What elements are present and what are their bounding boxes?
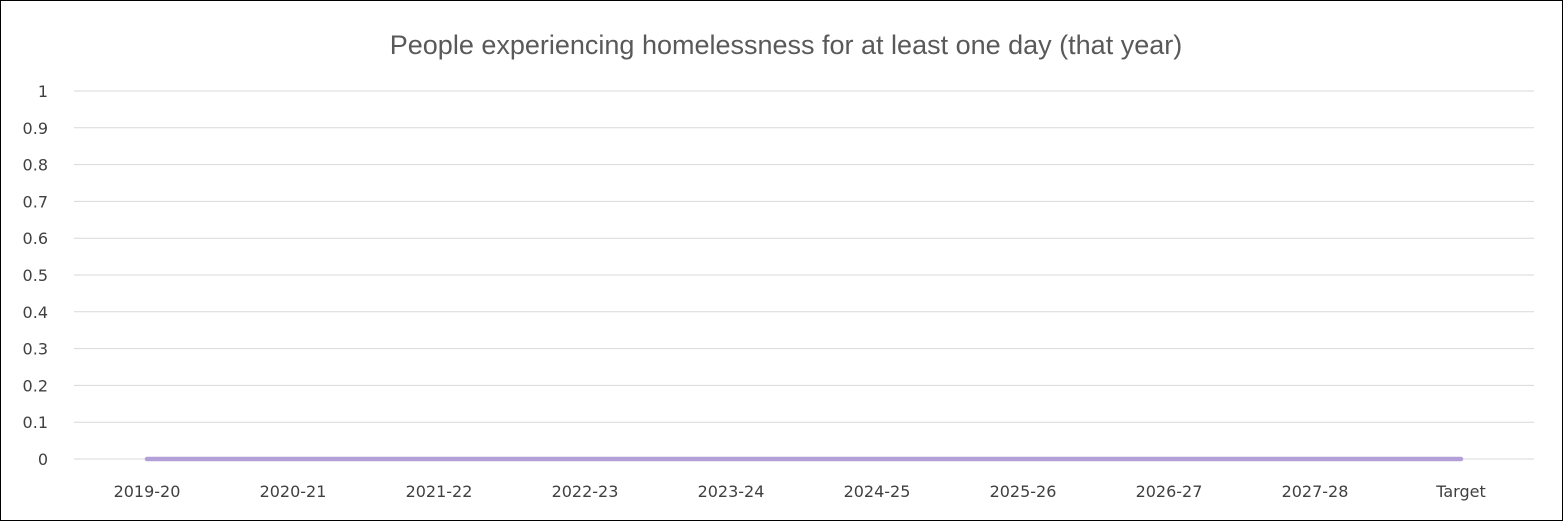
y-tick-label: 0.4 bbox=[23, 303, 48, 322]
y-tick-label: 0.1 bbox=[23, 413, 48, 432]
y-tick-label: 0 bbox=[38, 450, 48, 469]
y-tick-label: 0.7 bbox=[23, 192, 48, 211]
y-tick-label: 0.8 bbox=[23, 156, 48, 175]
gridlines bbox=[74, 90, 1534, 460]
y-tick-label: 0.5 bbox=[23, 266, 48, 285]
x-tick-label: 2025-26 bbox=[990, 482, 1057, 501]
chart-title: People experiencing homelessness for at … bbox=[390, 30, 1182, 60]
x-tick-label: 2019-20 bbox=[114, 482, 181, 501]
y-tick-label: 0.9 bbox=[23, 119, 48, 138]
x-tick-label: 2020-21 bbox=[260, 482, 327, 501]
y-axis-ticks: 0 0.1 0.2 0.3 0.4 0.5 0.6 0.7 0.8 0.9 1 bbox=[23, 82, 48, 469]
x-tick-label: 2026-27 bbox=[1136, 482, 1203, 501]
x-tick-label: 2022-23 bbox=[552, 482, 619, 501]
y-tick-label: 0.3 bbox=[23, 340, 48, 359]
x-tick-label: 2024-25 bbox=[844, 482, 911, 501]
x-tick-label: 2023-24 bbox=[698, 482, 765, 501]
x-axis-ticks: 2019-20 2020-21 2021-22 2022-23 2023-24 2024-… bbox=[114, 482, 1486, 501]
y-tick-label: 1 bbox=[38, 82, 48, 101]
y-tick-label: 0.6 bbox=[23, 229, 48, 248]
x-tick-label: 2021-22 bbox=[406, 482, 473, 501]
x-tick-label: Target bbox=[1435, 482, 1486, 501]
x-tick-label: 2027-28 bbox=[1282, 482, 1349, 501]
y-tick-label: 0.2 bbox=[23, 376, 48, 395]
